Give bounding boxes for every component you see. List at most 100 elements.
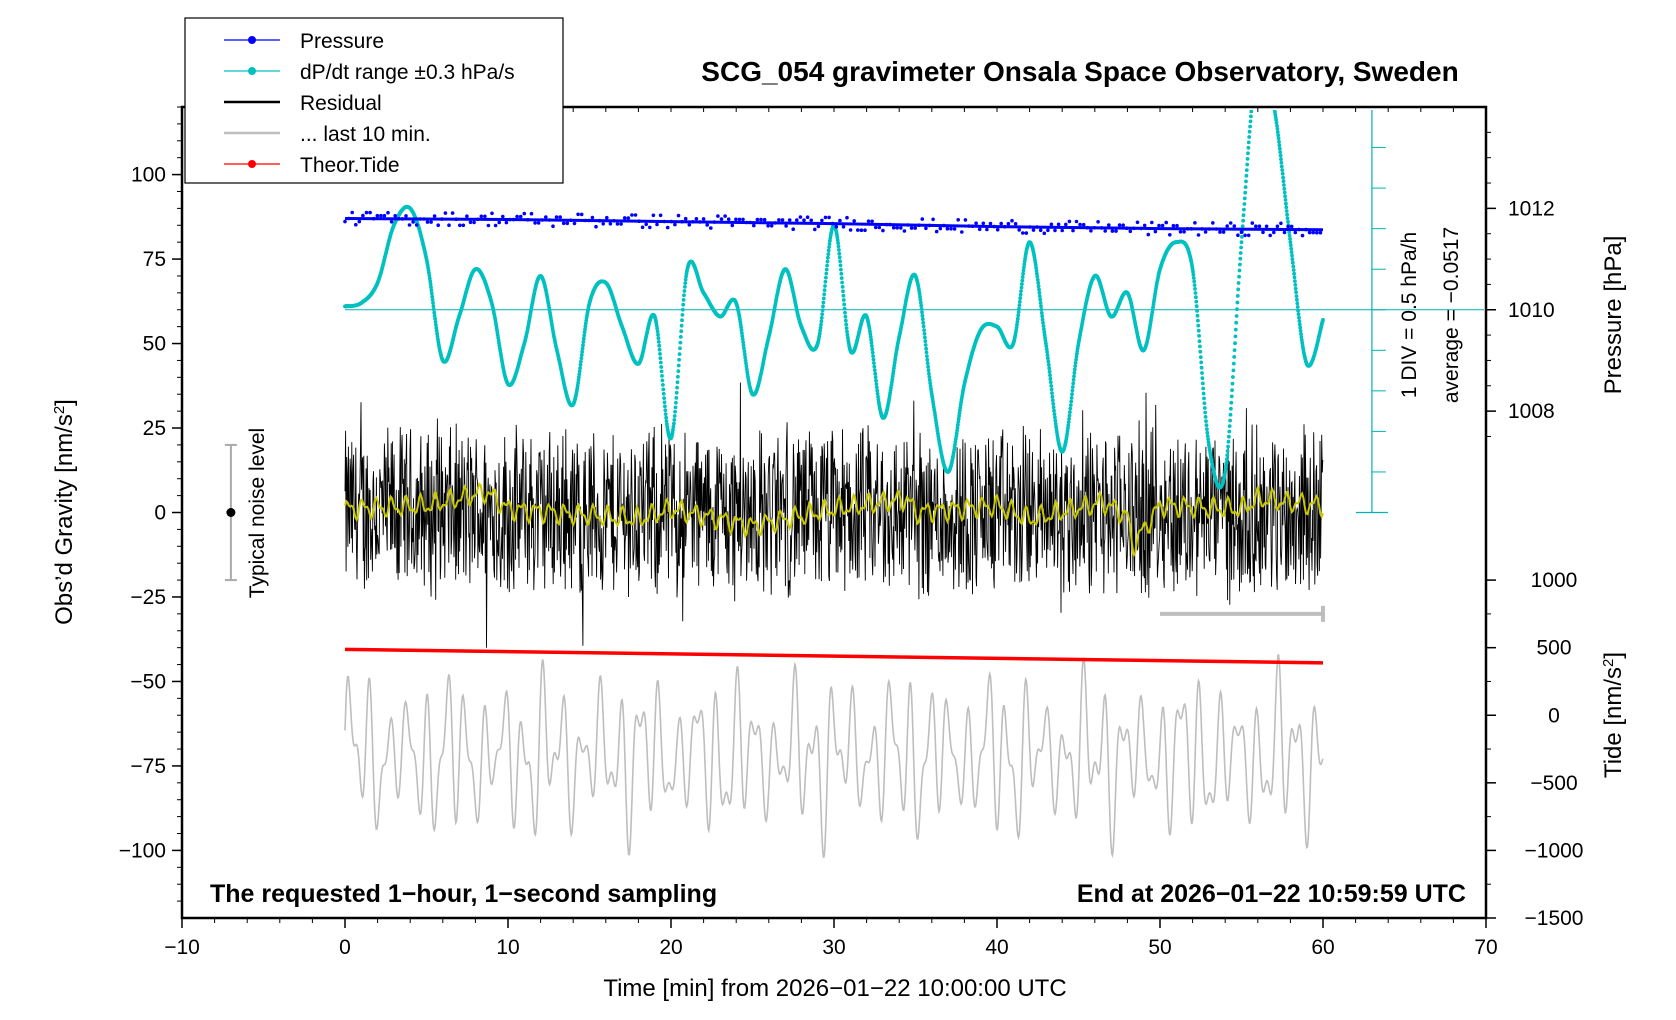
pressure-point xyxy=(486,223,491,228)
dpdt-point xyxy=(1226,444,1230,449)
dpdt-point xyxy=(1288,243,1293,248)
dpdt-point xyxy=(582,333,587,338)
dpdt-point xyxy=(1262,51,1266,55)
pressure-point xyxy=(985,227,989,232)
dpdt-point xyxy=(1205,427,1209,431)
dpdt-point xyxy=(1244,173,1249,178)
dpdt-point xyxy=(845,332,850,337)
dpdt-point xyxy=(1296,312,1301,317)
pressure-point xyxy=(952,227,957,231)
dpdt-point xyxy=(1293,286,1298,291)
dpdt-point xyxy=(842,302,847,307)
dpdt-point xyxy=(1275,123,1279,128)
dpdt-point xyxy=(675,385,679,390)
annotation-dpdt-average: average = −0.0517 xyxy=(1440,227,1463,403)
pressure-point xyxy=(533,221,537,225)
legend-label: Pressure xyxy=(300,30,384,53)
dpdt-point xyxy=(1071,377,1076,382)
pressure-point xyxy=(716,214,720,218)
dpdt-point xyxy=(1233,334,1238,339)
dpdt-point xyxy=(890,380,894,384)
pressure-point xyxy=(1096,220,1100,224)
dpdt-point xyxy=(826,255,830,260)
dpdt-point xyxy=(826,252,831,256)
dpdt-point xyxy=(741,340,745,344)
dpdt-point xyxy=(432,313,437,318)
dpdt-point xyxy=(655,326,659,331)
dpdt-point xyxy=(1196,318,1200,323)
dpdt-point xyxy=(926,364,930,369)
pressure-point xyxy=(1074,219,1079,224)
pressure-point xyxy=(1067,219,1072,224)
dpdt-point xyxy=(928,384,933,389)
dpdt-point xyxy=(923,339,928,344)
pressure-point xyxy=(873,225,878,230)
dpdt-point xyxy=(1291,264,1296,269)
pressure-point xyxy=(465,214,469,218)
dpdt-point xyxy=(827,242,832,246)
pressure-point xyxy=(1175,223,1179,228)
dpdt-point xyxy=(1297,315,1301,320)
dpdt-point xyxy=(1288,237,1292,241)
dpdt-point xyxy=(1232,348,1237,352)
dpdt-point xyxy=(1198,355,1203,359)
dpdt-point xyxy=(1238,262,1242,267)
pressure-point xyxy=(561,221,566,226)
y-axis-title-tide: Tide [nm/s2] xyxy=(1600,652,1628,778)
pressure-point xyxy=(518,214,523,219)
dpdt-point xyxy=(927,378,932,383)
dpdt-point xyxy=(820,312,825,316)
pressure-point xyxy=(1049,222,1054,227)
pressure-point xyxy=(1243,233,1247,238)
dpdt-point xyxy=(1277,143,1282,148)
dpdt-point xyxy=(1044,347,1049,351)
dpdt-point xyxy=(1204,423,1209,428)
dpdt-point xyxy=(1049,387,1054,392)
dpdt-point xyxy=(1015,322,1019,327)
dpdt-point xyxy=(1034,265,1038,270)
dpdt-point xyxy=(1296,308,1300,313)
dpdt-point xyxy=(1248,119,1253,124)
legend-label: ... last 10 min. xyxy=(300,123,431,146)
pressure-point xyxy=(726,217,731,221)
dpdt-point xyxy=(677,352,682,356)
pressure-point xyxy=(762,217,767,222)
dpdt-point xyxy=(1041,320,1045,325)
dpdt-point xyxy=(1278,150,1283,155)
dpdt-point xyxy=(1067,413,1072,418)
pressure-point xyxy=(404,214,408,218)
dpdt-point xyxy=(1050,391,1054,395)
dpdt-point xyxy=(1290,260,1295,265)
pressure-point xyxy=(450,211,455,215)
dpdt-point xyxy=(818,328,822,333)
dpdt-point xyxy=(1068,406,1073,411)
dpdt-point xyxy=(1014,325,1019,330)
y-axis-title-gravity: Obs’d Gravity [nm/s2] xyxy=(51,399,79,625)
pressure-point xyxy=(1168,233,1172,237)
pressure-point xyxy=(350,210,355,215)
series-residual-smoothed xyxy=(344,482,1324,558)
dpdt-point xyxy=(579,359,583,364)
dpdt-point xyxy=(870,350,875,355)
dpdt-point xyxy=(871,354,875,358)
pressure-point xyxy=(769,224,774,228)
pressure-point xyxy=(633,213,638,217)
pressure-point xyxy=(447,223,451,227)
dpdt-point xyxy=(1261,50,1265,54)
dpdt-point xyxy=(656,336,661,341)
dpdt-point xyxy=(1285,216,1290,221)
dpdt-point xyxy=(1271,96,1275,100)
dpdt-point xyxy=(744,364,749,369)
dpdt-point xyxy=(677,357,681,362)
dpdt-point xyxy=(1202,396,1206,401)
pressure-point xyxy=(1221,230,1226,234)
dpdt-point xyxy=(1066,420,1071,424)
pressure-point xyxy=(1236,233,1240,237)
y-left-tick-label: −100 xyxy=(119,839,166,862)
pressure-point xyxy=(590,215,595,220)
dpdt-point xyxy=(1043,336,1047,340)
y-left-tick-label: −50 xyxy=(130,670,166,693)
dpdt-point xyxy=(1195,309,1199,313)
dpdt-point xyxy=(428,282,433,287)
dpdt-point xyxy=(1017,299,1022,304)
